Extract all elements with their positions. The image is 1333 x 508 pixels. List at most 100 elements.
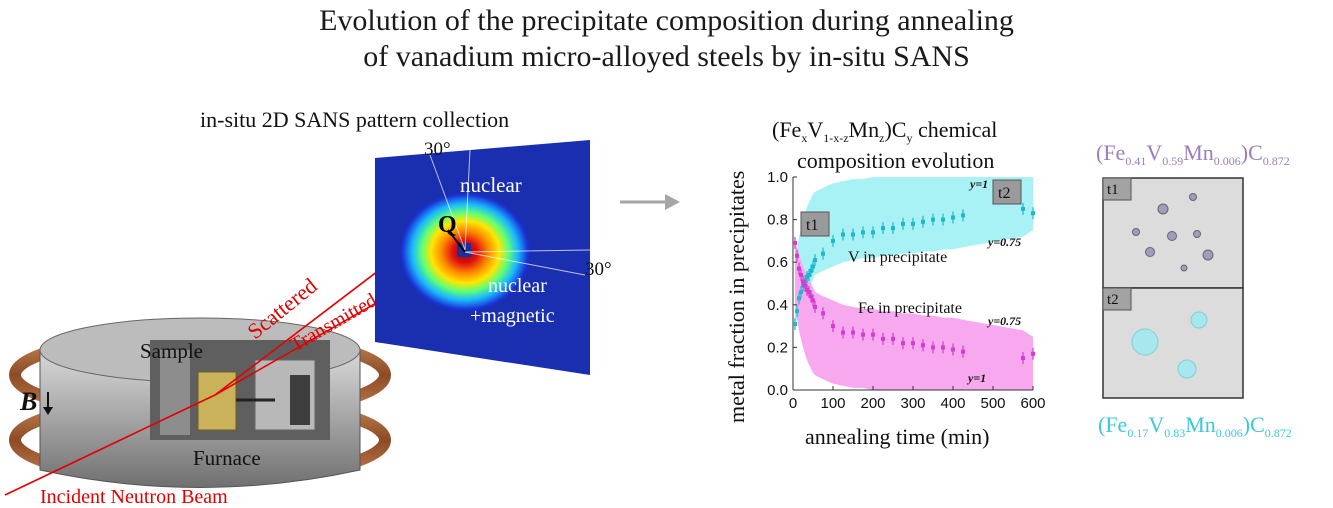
sans-detector bbox=[375, 140, 591, 375]
formula-subscript: 0.59 bbox=[1162, 154, 1183, 168]
y-tick-label: 0.2 bbox=[767, 339, 788, 356]
formula-part: (Fe bbox=[1098, 412, 1127, 437]
v-series-point bbox=[841, 232, 845, 237]
sector-line bbox=[464, 249, 591, 253]
furnace-inner-wall bbox=[160, 350, 190, 435]
chart-title-subscript: z bbox=[879, 131, 884, 145]
detector-angle-right: 30° bbox=[585, 259, 612, 280]
formula-part: V bbox=[1148, 412, 1164, 437]
v-series-point bbox=[811, 264, 815, 269]
y-tick-label: 0.0 bbox=[767, 382, 788, 399]
chart-x-label: annealing time (min) bbox=[805, 424, 990, 449]
fe-series-point bbox=[795, 253, 799, 258]
v-series-point bbox=[831, 238, 835, 243]
fe-series-point bbox=[805, 287, 809, 292]
formula-subscript: 0.006 bbox=[1216, 426, 1243, 440]
x-tick-label: 400 bbox=[940, 395, 965, 412]
fe-series-point bbox=[813, 304, 817, 309]
particle-small bbox=[1145, 247, 1155, 257]
formula-part: V bbox=[1146, 140, 1162, 165]
x-tick-label: 300 bbox=[900, 395, 925, 412]
fe-series-point bbox=[911, 341, 915, 346]
chart-title-subscript: x bbox=[801, 131, 807, 145]
v-series-point bbox=[795, 309, 799, 314]
chart-title-part: )C bbox=[884, 117, 906, 142]
v-series-point bbox=[881, 226, 885, 231]
v-y075-label: y=0.75 bbox=[986, 235, 1021, 249]
incident-beam bbox=[4, 394, 216, 496]
fe-series-point bbox=[801, 279, 805, 284]
y-tick-label: 0.4 bbox=[767, 297, 788, 314]
v-series-point bbox=[813, 258, 817, 263]
fe-series-point bbox=[891, 336, 895, 341]
t2-marker-label: t2 bbox=[998, 185, 1010, 202]
sector-line bbox=[464, 149, 471, 251]
t1-marker-label: t1 bbox=[806, 217, 818, 234]
v-series-point bbox=[805, 275, 809, 280]
v-series-point bbox=[797, 296, 801, 301]
panel-t2-badge bbox=[1102, 287, 1132, 311]
particle-small bbox=[1132, 228, 1140, 236]
formula-subscript: 0.41 bbox=[1125, 154, 1146, 168]
v-series-label: V in precipitate bbox=[848, 249, 947, 266]
v-series-point bbox=[821, 251, 825, 256]
v-series-point bbox=[1021, 206, 1025, 211]
formula-part: Mn bbox=[1183, 140, 1214, 165]
setup-caption: in-situ 2D SANS pattern collection bbox=[200, 107, 510, 132]
particle-large bbox=[1190, 311, 1208, 329]
title-line-1: Evolution of the precipitate composition… bbox=[319, 4, 1014, 37]
fe-series-point bbox=[901, 341, 905, 346]
beam-incident-label: Incident Neutron Beam bbox=[40, 486, 228, 508]
schematic-panels bbox=[1102, 177, 1244, 399]
t1-marker: t1 bbox=[800, 211, 830, 237]
detector-nuclear-magnetic-label-2: +magnetic bbox=[470, 305, 555, 327]
formula-part: Mn bbox=[1185, 412, 1216, 437]
furnace-label: Furnace bbox=[193, 446, 261, 470]
particle-small bbox=[1167, 231, 1177, 241]
v-series-point bbox=[793, 321, 797, 326]
fe-series-point bbox=[1031, 351, 1035, 356]
formula-subscript: 0.872 bbox=[1265, 426, 1292, 440]
sample-label: Sample bbox=[140, 339, 203, 363]
fe-series-point bbox=[931, 345, 935, 350]
sample-holder bbox=[197, 371, 237, 431]
formula-part: (Fe bbox=[1096, 140, 1125, 165]
fe-series-point bbox=[961, 349, 965, 354]
v-series-point bbox=[941, 217, 945, 222]
detector-q-label: Q bbox=[438, 212, 457, 238]
fe-series-point bbox=[807, 290, 811, 295]
v-series-point bbox=[911, 221, 915, 226]
field-label: B bbox=[19, 387, 37, 416]
panel-t1-badge bbox=[1102, 177, 1132, 201]
chart-title-line-1: (FexV1-x-zMnz)Cy chemical bbox=[772, 117, 997, 145]
fe-series-point bbox=[871, 332, 875, 337]
panel-t1-label: t1 bbox=[1107, 182, 1119, 198]
fe-y1-label: y=1 bbox=[966, 371, 986, 385]
chart-title-subscript: 1-x-z bbox=[823, 131, 848, 145]
flow-arrow-icon bbox=[620, 194, 680, 210]
x-tick-label: 600 bbox=[1020, 395, 1045, 412]
q-arrow bbox=[447, 229, 466, 253]
composition-chart: 0 100 200 300 400 500 600 0.0 0.2 0.4 0.6 0.8 1.0 bbox=[767, 169, 1045, 412]
x-tick-label: 0 bbox=[789, 395, 797, 412]
furnace-apparatus bbox=[9, 317, 391, 488]
particle-small bbox=[1157, 203, 1169, 215]
formula-subscript: 0.872 bbox=[1263, 154, 1290, 168]
detector-angle-top: 30° bbox=[424, 139, 451, 160]
fe-series-point bbox=[831, 324, 835, 329]
v-series-point bbox=[931, 217, 935, 222]
fe-series-point bbox=[921, 343, 925, 348]
title-line-2: of vanadium micro-alloyed steels by in-s… bbox=[363, 40, 970, 73]
particle-small bbox=[1202, 249, 1214, 261]
v-series-point bbox=[799, 290, 803, 295]
particle-large bbox=[1131, 328, 1159, 356]
v-series-point bbox=[861, 230, 865, 235]
y-tick-label: 0.6 bbox=[767, 254, 788, 271]
particle-small bbox=[1193, 230, 1201, 238]
v-series-point bbox=[891, 226, 895, 231]
chart-y-label: metal fraction in precipitates bbox=[724, 171, 749, 423]
v-series-point bbox=[951, 215, 955, 220]
fe-series-point bbox=[821, 311, 825, 316]
field-arrow-icon bbox=[43, 392, 53, 415]
fe-series-point bbox=[941, 345, 945, 350]
